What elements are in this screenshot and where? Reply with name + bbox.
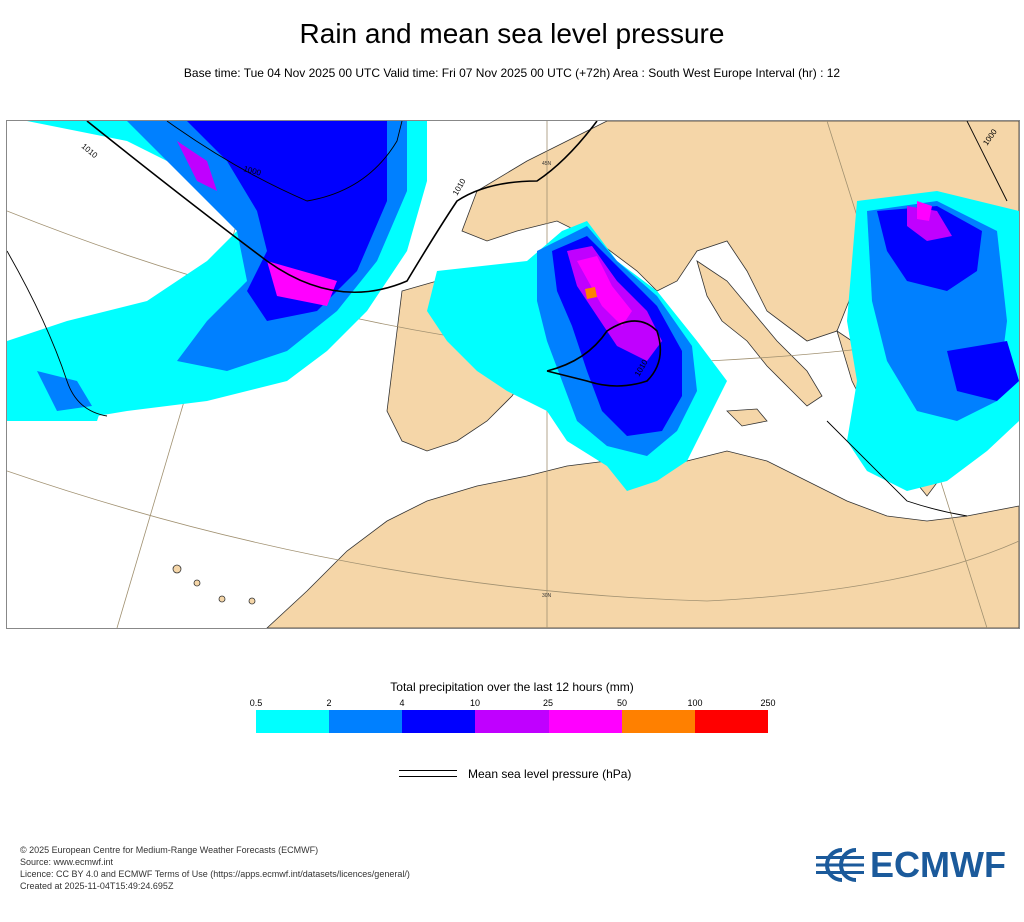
ecmwf-logo[interactable]: ECMWF — [812, 842, 1008, 888]
graticule-label-30n: 30N — [542, 593, 552, 599]
pressure-legend-label: Mean sea level pressure (hPa) — [468, 767, 632, 781]
precip-med-extreme — [585, 287, 597, 299]
legend-tick: 4 — [399, 698, 405, 708]
land-italy — [696, 260, 823, 407]
colorbar-segment — [694, 710, 768, 733]
land-canary-4 — [248, 597, 256, 605]
colorbar-segment — [621, 710, 695, 733]
precip-east-heavy — [877, 206, 982, 291]
precipitation-layer — [7, 121, 1019, 491]
colorbar-segment — [329, 710, 403, 733]
legend-tick: 0.5 — [249, 698, 263, 708]
land-canary-3 — [218, 595, 226, 603]
colorbar-segment — [402, 710, 476, 733]
isobar-1010-east — [826, 420, 968, 517]
isobar-1010-atlantic — [7, 250, 108, 417]
isobars-layer — [7, 121, 1008, 517]
precip-legend-ticks: 0.5 2 4 10 25 50 100 250 — [250, 698, 776, 710]
isobar-1000-west — [166, 121, 403, 202]
land-sicily — [726, 408, 768, 427]
legend-tick: 2 — [326, 698, 332, 708]
legend-tick: 100 — [687, 698, 703, 708]
legend-tick: 10 — [469, 698, 481, 708]
map-canvas: 1010 1000 1010 1010 1000 45N 30N — [7, 121, 1019, 628]
graticule-30n — [7, 470, 1019, 602]
isobar-1000-east — [966, 121, 1008, 202]
isobar-1010-west — [86, 121, 598, 294]
pressure-legend-line — [399, 770, 457, 777]
chart-title: Rain and mean sea level pressure — [299, 18, 725, 49]
precip-east-intense-2 — [917, 201, 932, 221]
ecmwf-logo-icon — [816, 848, 864, 882]
chart-subtitle: Base time: Tue 04 Nov 2025 00 UTC Valid … — [183, 66, 841, 80]
legend-tick: 250 — [760, 698, 776, 708]
isobar-label-3: 1010 — [451, 177, 468, 197]
graticule-label-45n: 45N — [542, 161, 552, 167]
precip-east-heavy-2 — [947, 341, 1019, 401]
land-canary-1 — [172, 564, 182, 574]
footer-credits: © 2025 European Centre for Medium-Range … — [20, 844, 410, 892]
footer-licence: Licence: CC BY 4.0 and ECMWF Terms of Us… — [20, 869, 410, 879]
precip-med-intense — [577, 256, 632, 326]
forecast-map[interactable]: 1010 1000 1010 1010 1000 45N 30N — [6, 120, 1020, 629]
colorbar-segment — [256, 710, 330, 733]
precip-legend-title: Total precipitation over the last 12 hou… — [390, 680, 634, 694]
footer-source: Source: www.ecmwf.int — [20, 857, 114, 867]
isobar-1010-med — [546, 320, 662, 387]
precip-atlantic-intense-2 — [177, 141, 217, 191]
colorbar-segment — [548, 710, 622, 733]
colorbar-segment — [475, 710, 549, 733]
precip-colorbar — [256, 710, 768, 733]
legend-tick: 50 — [616, 698, 628, 708]
footer-copyright: © 2025 European Centre for Medium-Range … — [20, 845, 319, 855]
ecmwf-logo-text: ECMWF — [870, 844, 1006, 885]
precip-atlantic-heavy — [187, 121, 387, 321]
land-canary-2 — [193, 579, 201, 587]
isobar-label-1: 1010 — [80, 142, 100, 161]
footer-created: Created at 2025-11-04T15:49:24.695Z — [20, 881, 174, 891]
graticule-labels: 45N 30N — [542, 161, 552, 599]
legend-tick: 25 — [542, 698, 554, 708]
